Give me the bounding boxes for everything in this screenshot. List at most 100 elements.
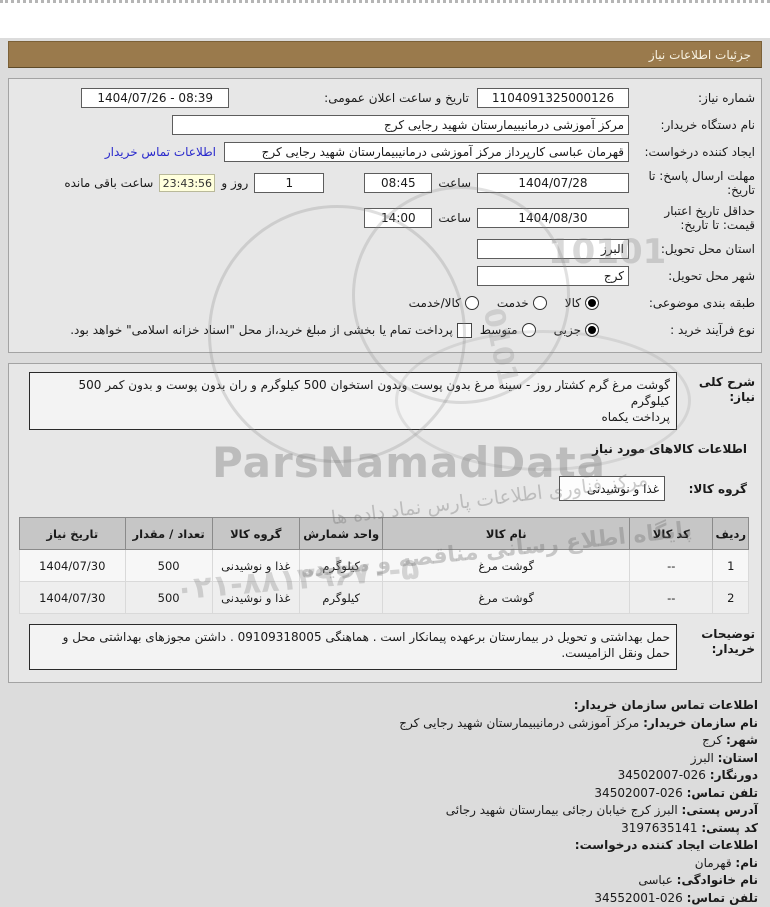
col-quantity: تعداد / مقدار bbox=[125, 518, 212, 550]
price-validity-row: حداقل تاریخ اعتبار قیمت: تا تاریخ: 1404/… bbox=[15, 204, 755, 232]
org-postal-line: کد پستی: 3197635141 bbox=[0, 820, 758, 838]
days-and-label: روز و bbox=[221, 176, 248, 190]
cell-goods-name: گوشت مرغ bbox=[383, 550, 630, 582]
cell-goods-code: -- bbox=[630, 550, 713, 582]
org-fax-value: 34502007-026 bbox=[618, 768, 706, 782]
class-service-radio[interactable] bbox=[533, 296, 547, 310]
reply-deadline-time-field[interactable]: 08:45 bbox=[364, 173, 432, 193]
buyer-org-field[interactable]: مرکز آموزشی درمانیبیمارستان شهید رجایی ک… bbox=[172, 115, 629, 135]
delivery-province-row: استان محل تحویل: البرز bbox=[15, 239, 755, 259]
need-number-field[interactable]: 1104091325000126 bbox=[477, 88, 629, 108]
cell-group: غذا و نوشیدنی bbox=[212, 550, 299, 582]
org-name-line: نام سازمان خریدار: مرکز آموزشی درمانیبیم… bbox=[0, 715, 758, 733]
org-fax-line: دورنگار: 34502007-026 bbox=[0, 767, 758, 785]
goods-table-header-row: ردیف کد کالا نام کالا واحد شمارش گروه کا… bbox=[20, 518, 749, 550]
buyer-contact-link[interactable]: اطلاعات تماس خریدار bbox=[105, 145, 216, 159]
class-goods-radio[interactable] bbox=[585, 296, 599, 310]
class-goods-label: کالا bbox=[565, 296, 581, 310]
announce-datetime-label: تاریخ و ساعت اعلان عمومی: bbox=[324, 91, 469, 105]
process-medium-label: متوسط bbox=[480, 323, 518, 337]
cell-goods-code: -- bbox=[630, 582, 713, 614]
reply-deadline-date-field[interactable]: 1404/07/28 bbox=[477, 173, 629, 193]
org-postal-value: 3197635141 bbox=[621, 821, 697, 835]
creator-phone-value: 34552001-026 bbox=[594, 891, 682, 905]
cell-row-number: 2 bbox=[713, 582, 749, 614]
need-description-box: گوشت مرغ گرم کشتار روز - سینه مرغ بدون پ… bbox=[29, 372, 677, 430]
reply-deadline-days-field[interactable]: 1 bbox=[254, 173, 324, 193]
subject-classification-label: طبقه بندی موضوعی: bbox=[629, 296, 755, 310]
request-info-panel: شماره نیاز: 1104091325000126 تاریخ و ساع… bbox=[8, 78, 762, 353]
cell-group: غذا و نوشیدنی bbox=[212, 582, 299, 614]
col-goods-code: کد کالا bbox=[630, 518, 713, 550]
buyer-org-label: نام دستگاه خریدار: bbox=[629, 118, 755, 132]
reply-deadline-label: مهلت ارسال پاسخ: تا تاریخ: bbox=[629, 169, 755, 197]
hours-remaining-label: ساعت باقی مانده bbox=[64, 176, 153, 190]
creator-last-name-label: نام خانوادگی: bbox=[677, 873, 758, 887]
goods-group-row: گروه کالا: غذا و نوشیدنی bbox=[15, 476, 747, 501]
org-postal-label: کد پستی: bbox=[701, 821, 758, 835]
process-partial-label: جزیی bbox=[554, 323, 581, 337]
price-validity-hour-label: ساعت bbox=[438, 211, 471, 225]
announce-datetime-field[interactable]: 1404/07/26 - 08:39 bbox=[81, 88, 229, 108]
org-address-label: آدرس پستی: bbox=[682, 803, 758, 817]
goods-group-field[interactable]: غذا و نوشیدنی bbox=[559, 476, 665, 501]
contact-section: اطلاعات تماس سازمان خریدار: نام سازمان خ… bbox=[0, 697, 758, 907]
goods-table: ردیف کد کالا نام کالا واحد شمارش گروه کا… bbox=[19, 517, 749, 614]
org-phone-label: تلفن تماس: bbox=[687, 786, 758, 800]
creator-phone-label: تلفن تماس: bbox=[687, 891, 758, 905]
price-validity-time-field[interactable]: 14:00 bbox=[364, 208, 432, 228]
creator-last-name-line: نام خانوادگی: عباسی bbox=[0, 872, 758, 890]
cell-need-date: 1404/07/30 bbox=[20, 550, 126, 582]
col-need-date: تاریخ نیاز bbox=[20, 518, 126, 550]
process-partial-radio[interactable] bbox=[585, 323, 599, 337]
remaining-time-countdown: 23:43:56 bbox=[159, 174, 215, 192]
org-city-label: شهر: bbox=[726, 733, 758, 747]
org-city-line: شهر: کرج bbox=[0, 732, 758, 750]
request-creator-row: ایجاد کننده درخواست: قهرمان عباسی کارپرد… bbox=[15, 142, 755, 162]
process-type-row: نوع فرآیند خرید : جزیی متوسط پرداخت تمام… bbox=[15, 320, 755, 340]
creator-contact-heading: اطلاعات ایجاد کننده درخواست: bbox=[575, 838, 758, 852]
request-creator-label: ایجاد کننده درخواست: bbox=[629, 145, 755, 159]
cell-unit: کیلوگرم bbox=[299, 550, 383, 582]
col-unit: واحد شمارش bbox=[299, 518, 383, 550]
org-name-label: نام سازمان خریدار: bbox=[643, 716, 758, 730]
goods-info-panel: شرح کلی نیاز: گوشت مرغ گرم کشتار روز - س… bbox=[8, 363, 762, 683]
buyer-notes-box: حمل بهداشتی و تحویل در بیمارستان برعهده … bbox=[29, 624, 677, 670]
treasury-payment-checkbox[interactable] bbox=[457, 323, 472, 338]
creator-first-name-value: قهرمان bbox=[695, 856, 732, 870]
goods-group-label: گروه کالا: bbox=[677, 482, 747, 496]
request-creator-field[interactable]: قهرمان عباسی کارپرداز مرکز آموزشی درمانی… bbox=[224, 142, 629, 162]
subject-classification-row: طبقه بندی موضوعی: کالا خدمت کالا/خدمت bbox=[15, 293, 755, 313]
org-address-line: آدرس پستی: البرز کرج خیابان رجائی بیمارس… bbox=[0, 802, 758, 820]
need-description-label: شرح کلی نیاز: bbox=[677, 372, 755, 405]
need-number-label: شماره نیاز: bbox=[629, 91, 755, 105]
process-medium-radio[interactable] bbox=[522, 323, 536, 337]
buyer-notes-row: توضیحات خریدار: حمل بهداشتی و تحویل در ب… bbox=[15, 624, 755, 670]
org-fax-label: دورنگار: bbox=[710, 768, 758, 782]
need-description-row: شرح کلی نیاز: گوشت مرغ گرم کشتار روز - س… bbox=[15, 372, 755, 430]
org-address-value: البرز کرج خیابان رجائی بیمارستان شهید رج… bbox=[446, 803, 678, 817]
creator-first-name-label: نام: bbox=[735, 856, 758, 870]
delivery-province-field[interactable]: البرز bbox=[477, 239, 629, 259]
col-goods-name: نام کالا bbox=[383, 518, 630, 550]
col-row-number: ردیف bbox=[713, 518, 749, 550]
class-goods-service-radio[interactable] bbox=[465, 296, 479, 310]
table-row: 2 -- گوشت مرغ کیلوگرم غذا و نوشیدنی 500 … bbox=[20, 582, 749, 614]
reply-deadline-row: مهلت ارسال پاسخ: تا تاریخ: 1404/07/28 سا… bbox=[15, 169, 755, 197]
page-title: جزئیات اطلاعات نیاز bbox=[649, 48, 751, 62]
creator-phone-line: تلفن تماس: 34552001-026 bbox=[0, 890, 758, 907]
org-province-line: استان: البرز bbox=[0, 750, 758, 768]
delivery-city-row: شهر محل تحویل: کرج bbox=[15, 266, 755, 286]
delivery-city-field[interactable]: کرج bbox=[477, 266, 629, 286]
table-row: 1 -- گوشت مرغ کیلوگرم غذا و نوشیدنی 500 … bbox=[20, 550, 749, 582]
cell-quantity: 500 bbox=[125, 550, 212, 582]
cell-quantity: 500 bbox=[125, 582, 212, 614]
required-goods-heading: اطلاعات کالاهای مورد نیاز bbox=[15, 442, 747, 456]
price-validity-date-field[interactable]: 1404/08/30 bbox=[477, 208, 629, 228]
process-type-label: نوع فرآیند خرید : bbox=[629, 323, 755, 337]
col-group: گروه کالا bbox=[212, 518, 299, 550]
class-goods-service-label: کالا/خدمت bbox=[409, 296, 461, 310]
price-validity-label: حداقل تاریخ اعتبار قیمت: تا تاریخ: bbox=[629, 204, 755, 232]
cell-goods-name: گوشت مرغ bbox=[383, 582, 630, 614]
treasury-payment-label: پرداخت تمام یا بخشی از مبلغ خرید،از محل … bbox=[70, 323, 453, 337]
